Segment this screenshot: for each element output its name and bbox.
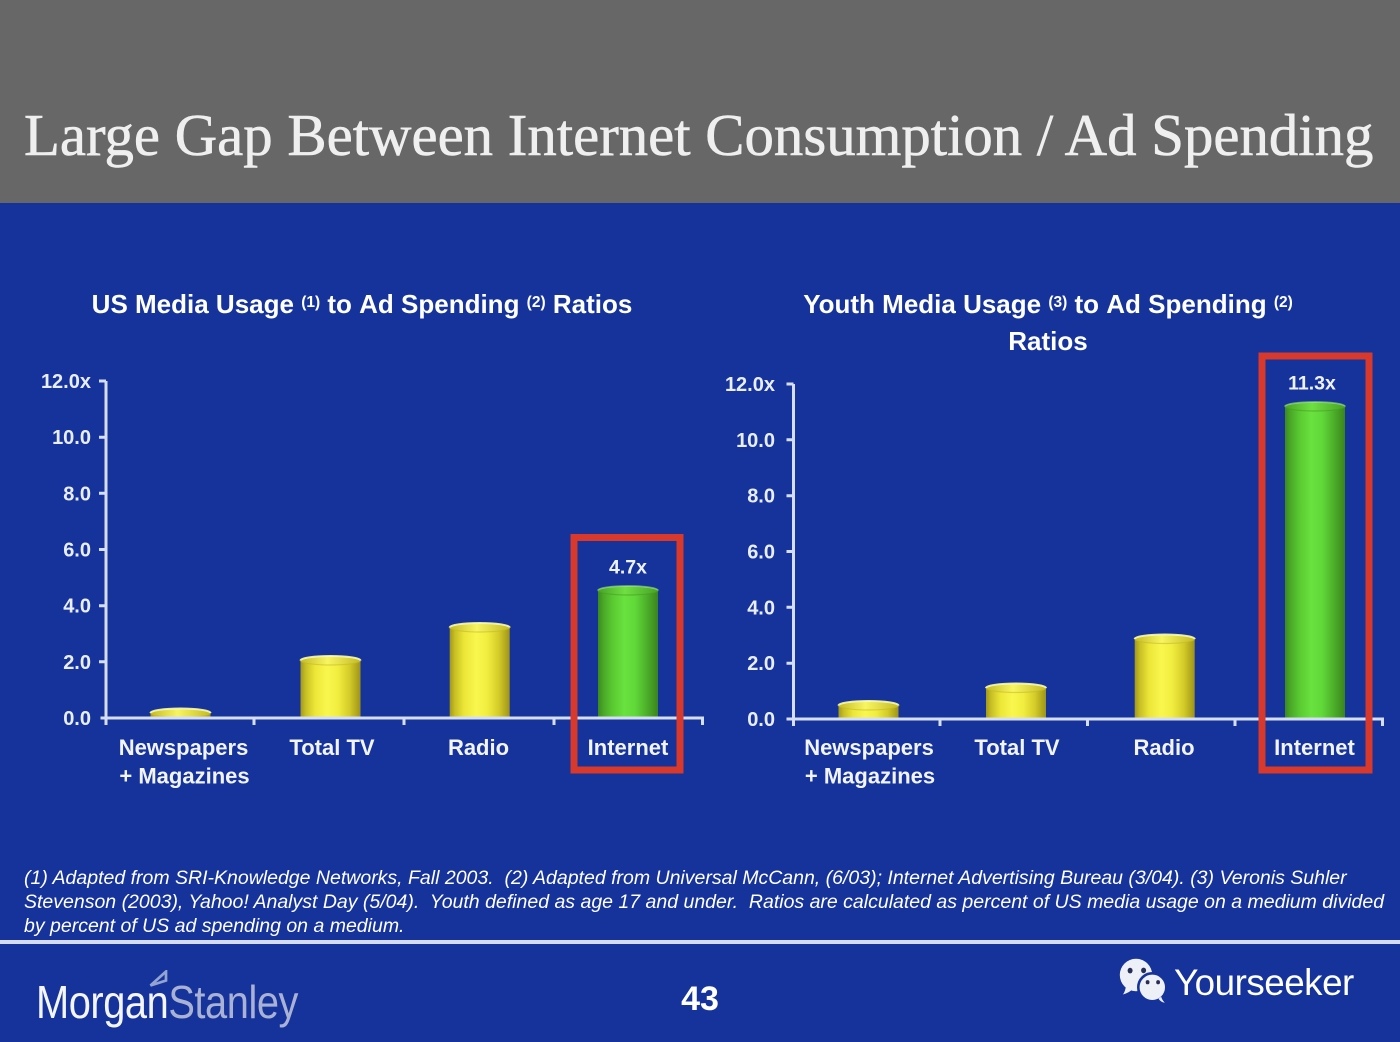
svg-text:0.0: 0.0	[63, 708, 91, 730]
svg-text:8.0: 8.0	[747, 486, 775, 508]
svg-text:Internet: Internet	[1274, 735, 1355, 760]
svg-text:+ Magazines: + Magazines	[119, 764, 249, 789]
svg-text:2.0: 2.0	[63, 652, 91, 674]
svg-text:0.0: 0.0	[747, 709, 775, 731]
svg-text:Newspapers: Newspapers	[804, 735, 934, 760]
svg-text:12.0x: 12.0x	[41, 371, 91, 393]
svg-text:Radio: Radio	[1133, 735, 1194, 760]
svg-text:Total TV: Total TV	[289, 735, 374, 760]
svg-text:2.0: 2.0	[747, 653, 775, 675]
svg-text:+ Magazines: + Magazines	[805, 764, 935, 789]
svg-text:4.0: 4.0	[747, 597, 775, 619]
svg-text:Radio: Radio	[448, 735, 509, 760]
svg-text:4.0: 4.0	[63, 596, 91, 618]
svg-text:11.3x: 11.3x	[1288, 373, 1336, 395]
svg-text:12.0x: 12.0x	[725, 374, 775, 396]
svg-text:Internet: Internet	[588, 735, 669, 760]
svg-text:Total TV: Total TV	[974, 735, 1059, 760]
svg-text:4.7x: 4.7x	[609, 557, 647, 579]
svg-text:10.0: 10.0	[736, 430, 775, 452]
svg-text:6.0: 6.0	[63, 540, 91, 562]
svg-text:8.0: 8.0	[63, 483, 91, 505]
svg-text:Newspapers: Newspapers	[119, 735, 249, 760]
svg-text:6.0: 6.0	[747, 542, 775, 564]
svg-text:10.0: 10.0	[52, 427, 91, 449]
